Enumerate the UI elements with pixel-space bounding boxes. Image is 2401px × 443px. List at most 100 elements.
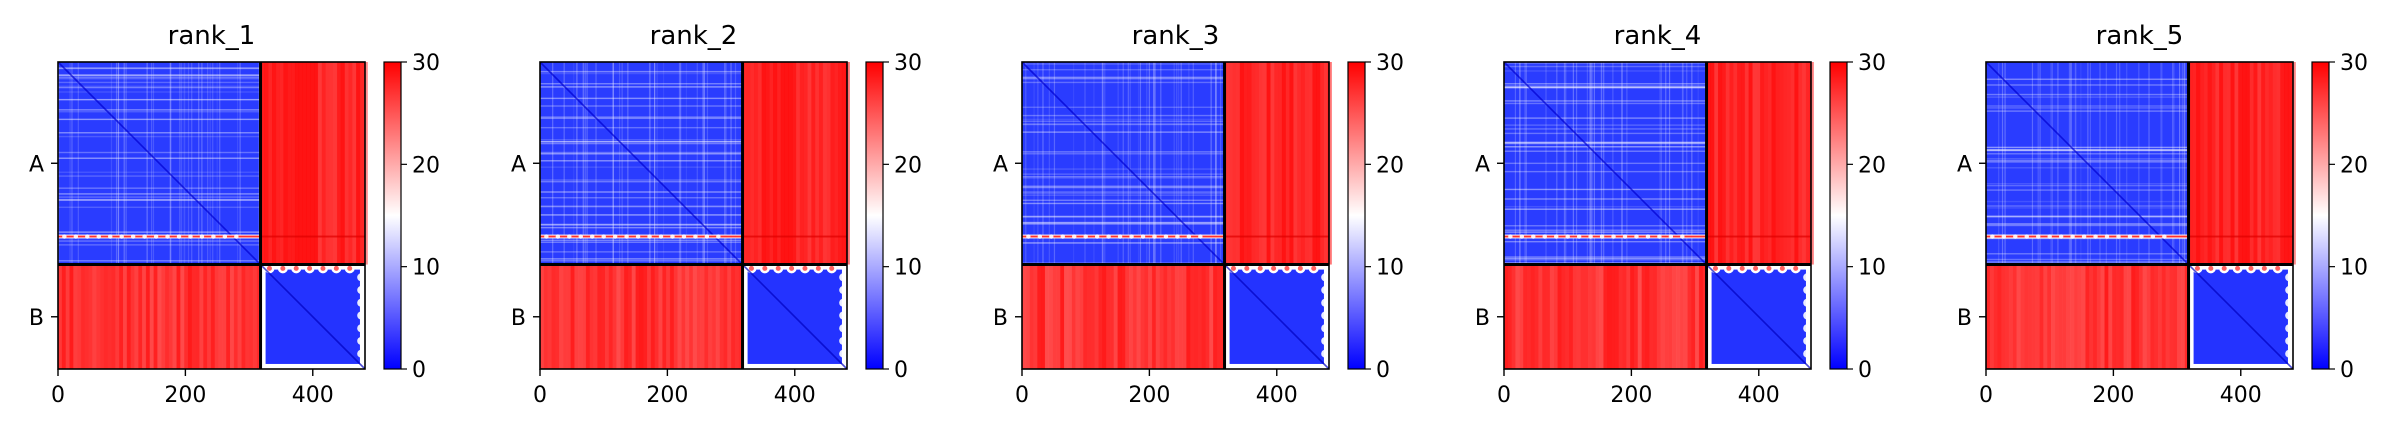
aa-row-streak [1504, 231, 1707, 233]
ba-stripe [650, 264, 655, 369]
ba-stripe [210, 264, 215, 369]
ab-stripe [765, 62, 770, 265]
aa-col-streak [1176, 62, 1178, 265]
aa-row-streak [1504, 128, 1707, 130]
bb-edge-lump-core [1271, 265, 1277, 271]
aa-row-streak [1986, 96, 2189, 98]
ba-stripe [1090, 264, 1095, 369]
ba-stripe [2031, 264, 2036, 369]
aa-row-streak [1504, 257, 1707, 259]
ba-stripe [1989, 264, 1994, 369]
ba-stripe [2062, 264, 2067, 369]
ba-stripe [2050, 264, 2056, 369]
ab-stripe [780, 62, 785, 265]
axes-frame [1503, 61, 1812, 370]
ba-stripe [673, 264, 678, 369]
ba-stripe [639, 264, 644, 369]
aa-col-streak [1589, 62, 1592, 265]
ab-stripe [1293, 62, 1298, 265]
ba-stripe [191, 264, 196, 369]
ba-stripe [2054, 264, 2059, 369]
aa-row-streak [1022, 106, 1225, 108]
aa-row-streak [1986, 149, 2189, 152]
ab-stripe [2222, 62, 2228, 265]
y-tick-label: A [993, 152, 1008, 177]
ab-stripe [830, 62, 835, 265]
aa-high-error-dot [1990, 234, 1995, 239]
x-tick-label: 0 [1979, 383, 1993, 408]
axes-frame [539, 61, 848, 370]
ba-stripe [2081, 264, 2086, 369]
ba-stripe [130, 264, 135, 369]
ba-stripe [1611, 264, 1616, 369]
ab-stripe [2253, 62, 2258, 265]
aa-row-streak [540, 191, 743, 193]
aa-row-streak [1986, 84, 2189, 86]
colorbar-tick-label: 30 [412, 51, 440, 76]
aa-high-error-row [1504, 235, 1707, 238]
ba-stripe [1656, 264, 1661, 369]
aa-high-error-dot [2150, 234, 2156, 239]
ab-stripe [754, 62, 759, 265]
colorbar [865, 61, 884, 370]
aa-high-error-dot [119, 234, 124, 239]
aa-col-streak [1591, 62, 1593, 265]
aa-col-streak [1691, 62, 1693, 265]
aa-row-streak [1986, 107, 2189, 109]
aa-row-streak [1504, 208, 1707, 210]
ab-stripe [1278, 62, 1283, 265]
ba-stripe [157, 264, 162, 369]
aa-col-streak [125, 62, 127, 265]
ba-stripe [574, 264, 579, 369]
aa-high-error-dot [62, 234, 67, 239]
ba-stripe [252, 264, 258, 369]
aa-row-streak [1504, 205, 1707, 208]
ba-stripe [1216, 264, 1222, 369]
colorbar-tick-label: 10 [412, 256, 440, 281]
ba-stripe [1117, 264, 1122, 369]
aa-high-error-dot [85, 234, 90, 239]
aa-col-streak [1519, 62, 1521, 265]
aa-col-streak [1682, 62, 1684, 265]
ba-stripe [1201, 264, 1206, 369]
ab-stripe [329, 62, 334, 265]
aa-row-streak [540, 197, 743, 199]
aa-high-error-dot [1599, 234, 1605, 239]
ba-stripe [233, 264, 238, 369]
aa-col-streak [2183, 62, 2185, 265]
ba-stripe [559, 264, 564, 369]
aa-row-streak [58, 132, 261, 134]
aa-row-streak [1022, 194, 1225, 196]
aa-col-streak [1621, 62, 1623, 265]
ab-stripe [1729, 62, 1734, 265]
ba-stripe [1557, 264, 1562, 369]
ab-stripe [1281, 62, 1286, 265]
ab-high-error-row [1224, 235, 1329, 238]
ba-stripe [593, 264, 598, 369]
bb-edge-lump [839, 349, 848, 358]
ab-stripe [2215, 62, 2220, 265]
aa-row-streak [58, 67, 261, 70]
ba-stripe [1106, 264, 1111, 369]
bb-diagonal [2187, 263, 2294, 370]
ab-stripe [275, 62, 280, 265]
aa-high-error-dot [670, 234, 675, 239]
aa-row-streak [1504, 65, 1707, 68]
aa-col-streak [612, 62, 614, 265]
aa-row-streak [1022, 123, 1225, 125]
ba-stripe [1568, 264, 1574, 369]
ab-stripe [1706, 62, 1711, 265]
aa-high-error-dot [1060, 234, 1065, 239]
colorbar-tick-label: 0 [894, 358, 908, 383]
aa-row-streak [540, 180, 743, 182]
aa-row-streak [58, 198, 261, 201]
aa-high-error-dot [234, 234, 239, 239]
ba-stripe [222, 264, 227, 369]
bb-edge-lump-core [333, 265, 339, 271]
ba-stripe [1041, 264, 1046, 369]
aa-row-streak [1986, 261, 2189, 263]
aa-row-streak [540, 97, 743, 100]
aa-col-streak [1127, 62, 1129, 265]
ab-stripe [2261, 62, 2266, 265]
aa-diagonal [539, 61, 744, 266]
